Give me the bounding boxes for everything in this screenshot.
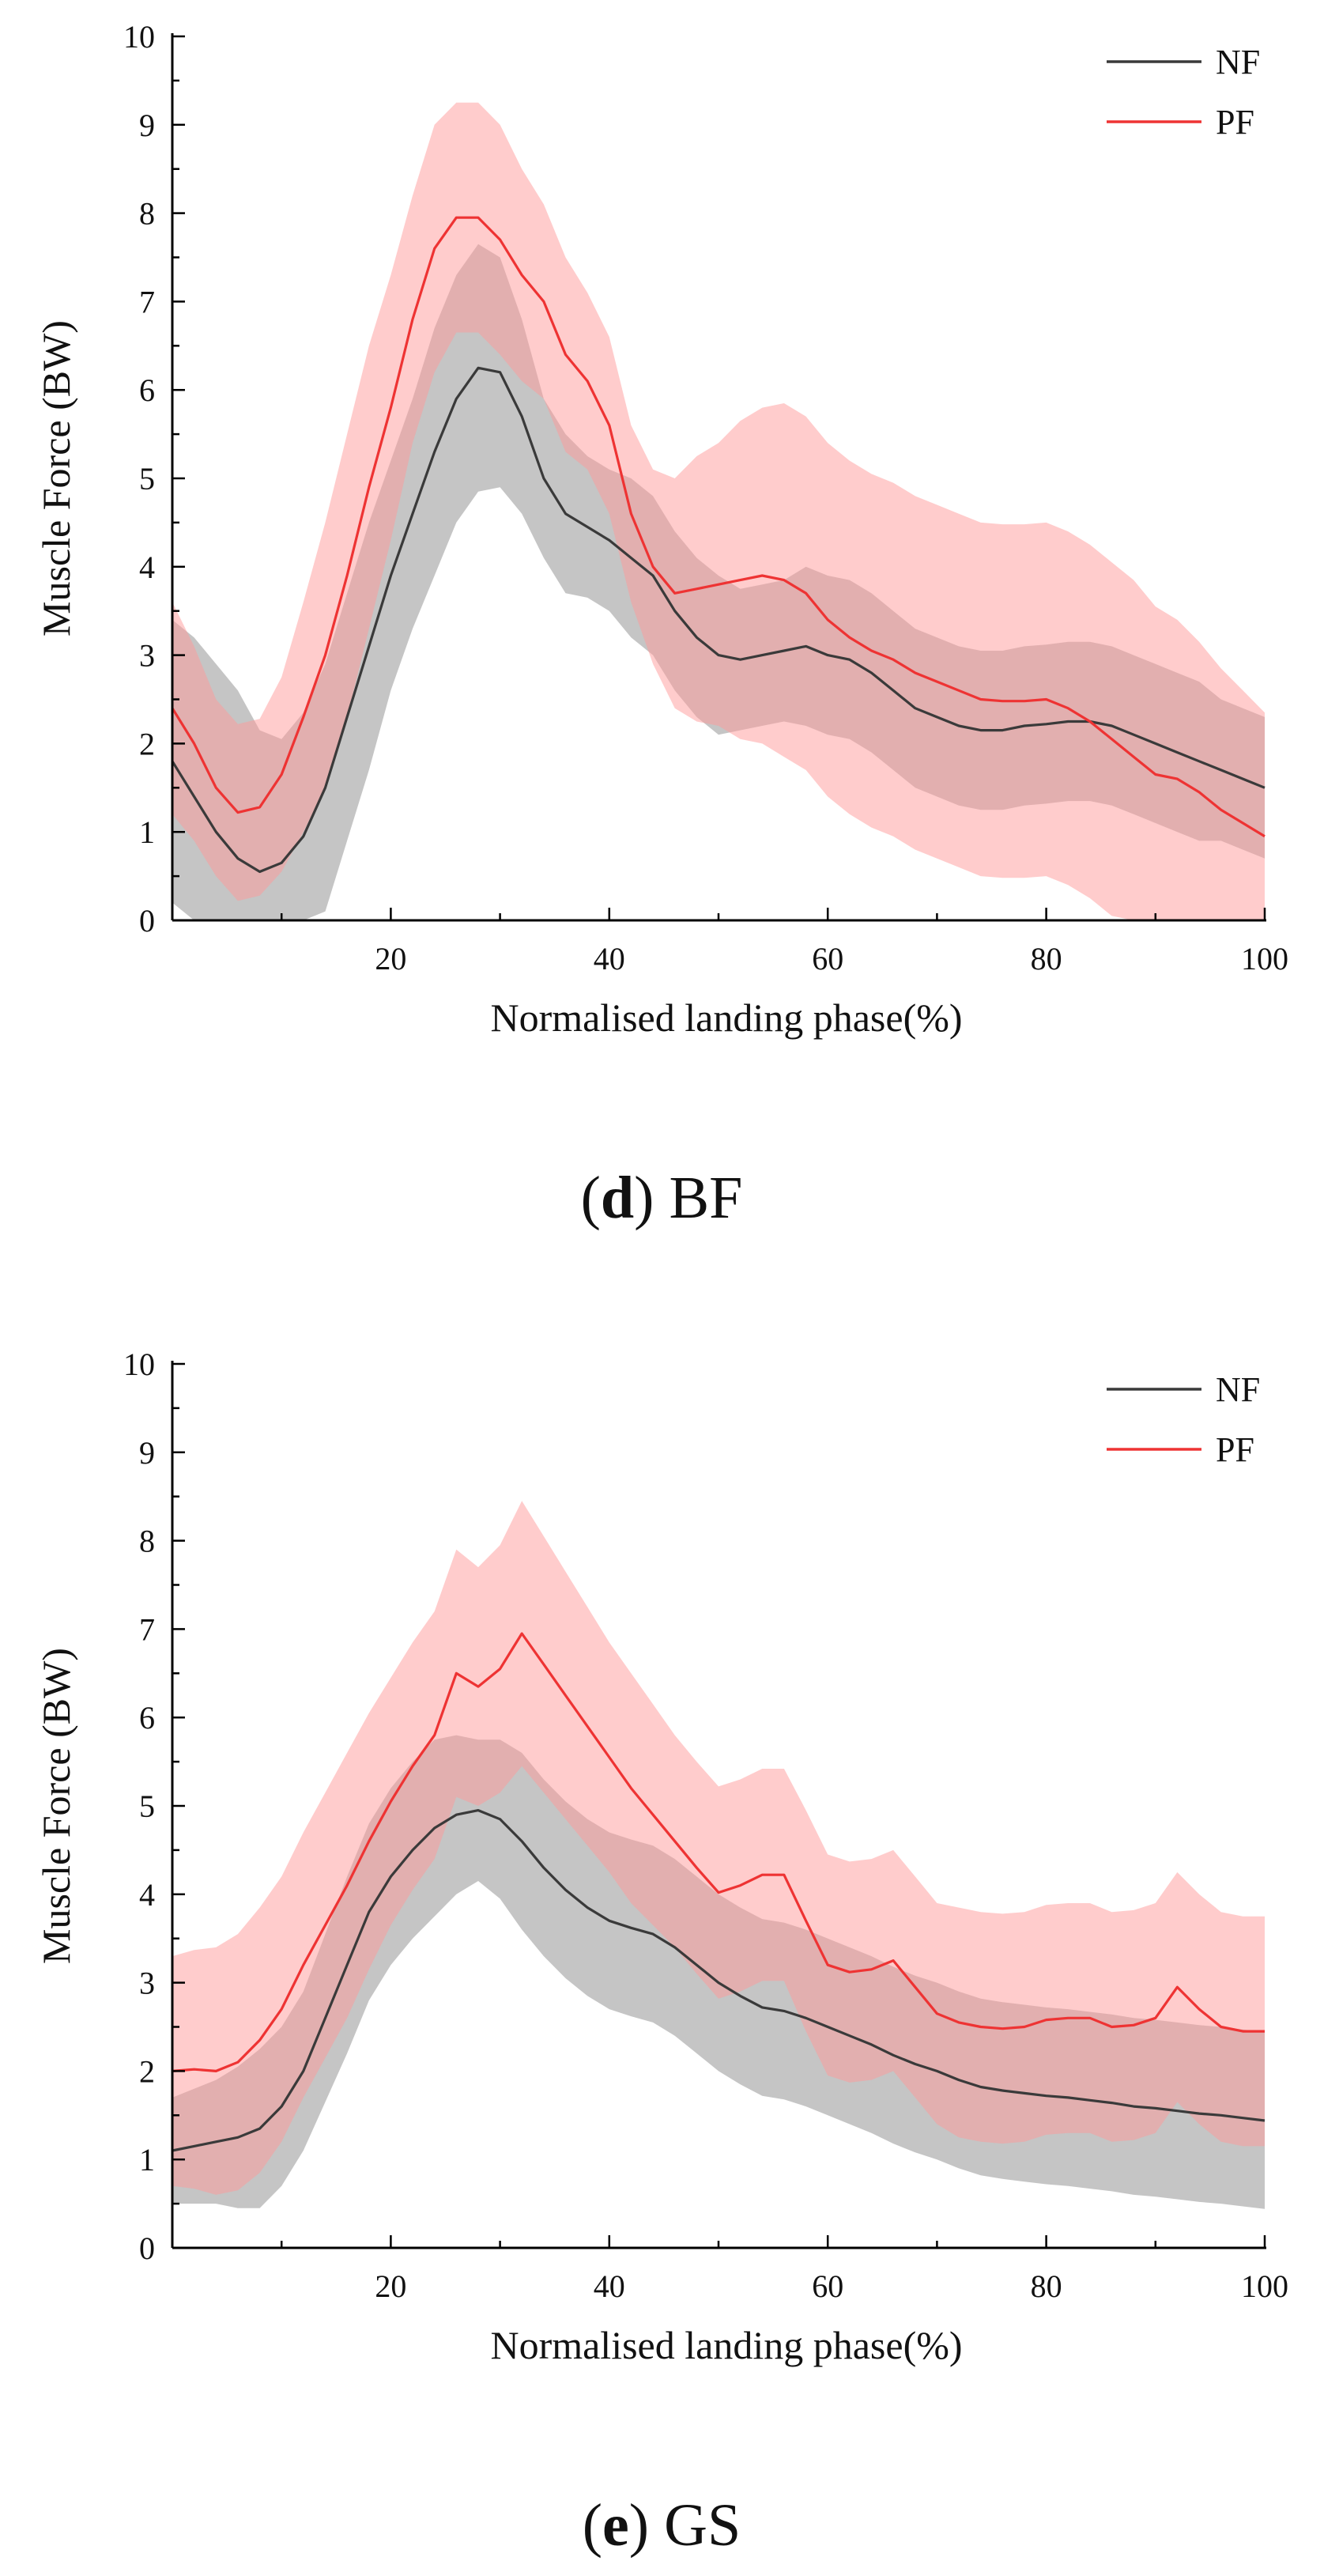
band-pf: [172, 102, 1265, 920]
y-tick-label: 6: [139, 1700, 155, 1736]
caption-open-paren: (: [583, 2492, 602, 2559]
x-tick-label: 20: [375, 2268, 406, 2304]
figure-panel-d: 0 1 2 3 4 5 6 7 8 9 10 20 40 60 80 100 Normalised landin…: [34, 19, 1288, 1231]
sd-bands: [172, 1501, 1265, 2209]
y-tick-label: 10: [123, 19, 155, 55]
legend-label-pf: PF: [1216, 103, 1254, 142]
legend-label-nf: NF: [1216, 43, 1260, 81]
chart-gs: 0 1 2 3 4 5 6 7 8 9 10 20 40 60 80 100 Normalised landin…: [34, 1347, 1288, 2559]
x-tick-label: 100: [1241, 941, 1288, 976]
line-pf: [171, 216, 1266, 838]
caption-close-paren: ): [629, 2492, 664, 2559]
x-tick-label: 60: [812, 941, 843, 976]
x-tick-label: 80: [1031, 941, 1062, 976]
legend: NF PF: [1107, 1370, 1260, 1469]
x-ticks: 20 40 60 80 100: [280, 2235, 1288, 2304]
axes: 0 1 2 3 4 5 6 7 8 9 10 20 40 60 80 100: [123, 19, 1288, 976]
x-tick-label: 60: [812, 2268, 843, 2304]
y-axis-title: Muscle Force (BW): [34, 320, 78, 636]
y-tick-label: 9: [139, 108, 155, 143]
mean-lines: [172, 1632, 1266, 2152]
y-tick-label: 4: [139, 550, 155, 585]
y-ticks: 0 1 2 3 4 5 6 7 8 9 10: [123, 1347, 185, 2266]
legend-label-nf: NF: [1216, 1370, 1260, 1409]
line-pf: [172, 1632, 1265, 2072]
legend: NF PF: [1107, 43, 1260, 142]
y-tick-label: 10: [123, 1347, 155, 1382]
y-tick-label: 8: [139, 196, 155, 232]
chart-bf: 0 1 2 3 4 5 6 7 8 9 10 20 40 60 80 100 Normalised landin…: [34, 19, 1288, 1231]
caption-letter: d: [601, 1165, 634, 1231]
caption-open-paren: (: [581, 1165, 601, 1231]
y-tick-label: 5: [139, 461, 155, 497]
sd-bands: [172, 102, 1265, 920]
y-tick-label: 0: [139, 903, 155, 939]
panel-caption: (d) BF: [581, 1165, 743, 1231]
y-tick-label: 4: [139, 1877, 155, 1913]
band-pf: [172, 1501, 1265, 2195]
axes: 0 1 2 3 4 5 6 7 8 9 10 20 40 60 80 100: [123, 1347, 1288, 2304]
y-tick-label: 9: [139, 1435, 155, 1471]
x-tick-label: 20: [375, 941, 406, 976]
mean-lines: [171, 216, 1266, 874]
x-axis-title: Normalised landing phase(%): [490, 995, 962, 1040]
y-tick-label: 7: [139, 284, 155, 319]
y-axis-title: Muscle Force (BW): [34, 1648, 78, 1964]
x-tick-label: 40: [594, 941, 625, 976]
x-axis-title: Normalised landing phase(%): [490, 2323, 962, 2367]
y-tick-label: 6: [139, 372, 155, 408]
y-tick-label: 1: [139, 814, 155, 850]
caption-close-paren: ): [634, 1165, 669, 1231]
figure-panel-e: 0 1 2 3 4 5 6 7 8 9 10 20 40 60 80 100 Normalised landin…: [0, 1288, 1324, 2576]
y-tick-label: 1: [139, 2142, 155, 2178]
caption-muscle: GS: [664, 2492, 741, 2559]
line-nf: [171, 366, 1266, 874]
x-tick-label: 100: [1241, 2268, 1288, 2304]
line-nf: [172, 1809, 1266, 2152]
y-tick-label: 3: [139, 638, 155, 674]
y-tick-label: 2: [139, 2053, 155, 2089]
caption-muscle: BF: [669, 1165, 742, 1231]
x-tick-label: 80: [1031, 2268, 1062, 2304]
x-ticks: 20 40 60 80 100: [280, 908, 1288, 976]
y-tick-label: 3: [139, 1966, 155, 2001]
legend-label-pf: PF: [1216, 1430, 1254, 1469]
y-tick-label: 5: [139, 1788, 155, 1824]
panel-caption: (e) GS: [583, 2492, 741, 2559]
y-ticks: 0 1 2 3 4 5 6 7 8 9 10: [123, 19, 185, 939]
y-tick-label: 8: [139, 1524, 155, 1559]
x-tick-label: 40: [594, 2268, 625, 2304]
caption-letter: e: [602, 2492, 629, 2559]
y-tick-label: 7: [139, 1611, 155, 1647]
y-tick-label: 0: [139, 2230, 155, 2266]
y-tick-label: 2: [139, 726, 155, 761]
